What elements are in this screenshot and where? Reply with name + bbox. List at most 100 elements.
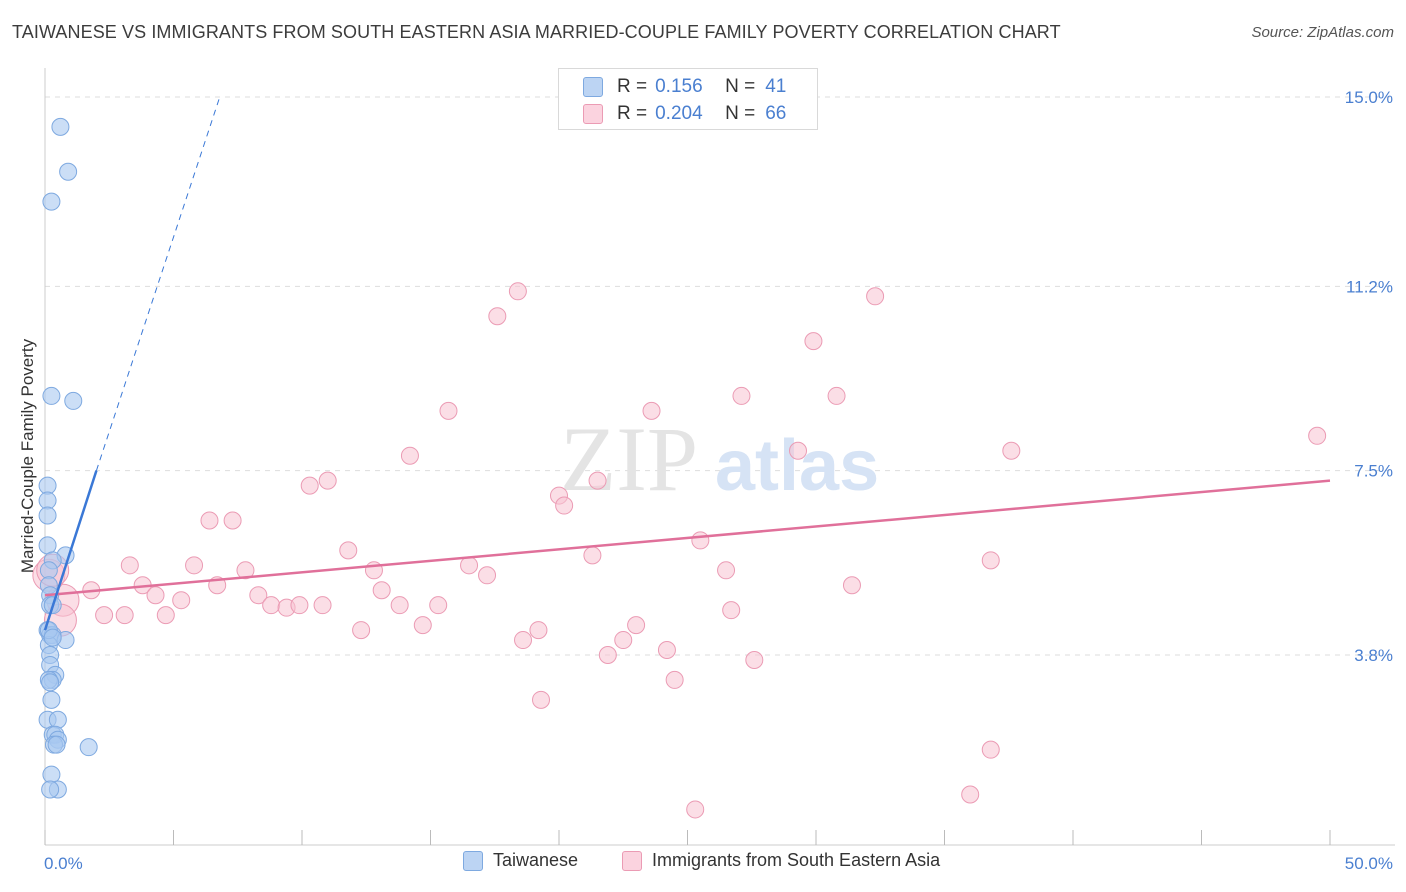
data-point-blue [48, 710, 67, 729]
data-point-pink [686, 800, 705, 819]
data-point-pink [95, 606, 114, 625]
n-value: 41 [765, 76, 787, 97]
data-point-pink [657, 641, 676, 660]
watermark-atlas: atlas [715, 426, 879, 506]
data-point-pink [115, 606, 134, 625]
data-point-pink [717, 561, 736, 580]
data-point-pink [439, 401, 458, 420]
data-point-pink [866, 287, 885, 306]
data-point-pink [146, 586, 165, 605]
data-point-pink [745, 650, 764, 669]
n-value: 66 [765, 103, 787, 124]
data-point-pink [172, 591, 191, 610]
data-point-pink [185, 556, 204, 575]
watermark: ZIP atlas [560, 408, 879, 510]
chart-title: TAIWANESE VS IMMIGRANTS FROM SOUTH EASTE… [12, 22, 1061, 42]
gridlines [45, 96, 1395, 656]
data-point-blue [41, 673, 60, 692]
data-point-pink [1308, 426, 1327, 445]
data-point-blue [43, 628, 62, 647]
data-point-pink [249, 586, 268, 605]
data-point-pink [1002, 441, 1021, 460]
data-point-blue [38, 506, 57, 525]
data-point-pink [732, 386, 751, 405]
legend-swatch-blue [463, 850, 483, 871]
y-tick-label: 15.0% [1345, 88, 1393, 107]
data-point-pink [236, 561, 255, 580]
data-point-blue [42, 690, 61, 709]
r-value: 0.204 [655, 103, 703, 124]
data-point-pink [300, 476, 319, 495]
data-point-pink [842, 576, 861, 595]
data-point-blue [51, 117, 70, 136]
data-point-pink [691, 531, 710, 550]
data-point-pink [529, 621, 548, 640]
bottom-legend: Taiwanese Immigrants from South Eastern … [0, 850, 1406, 878]
data-point-pink [789, 441, 808, 460]
stats-row-immigrants: R = 0.204 N = 66 [583, 101, 787, 127]
data-point-blue [59, 162, 78, 181]
legend-swatch-pink [583, 104, 603, 124]
data-point-pink [827, 386, 846, 405]
data-point-pink [429, 596, 448, 615]
data-point-blue [42, 192, 61, 211]
legend-item-taiwanese[interactable]: Taiwanese [463, 850, 578, 871]
data-point-pink [313, 596, 332, 615]
data-point-pink [290, 596, 309, 615]
data-point-pink [413, 616, 432, 635]
data-point-pink [583, 546, 602, 565]
data-point-pink [514, 631, 533, 650]
legend-swatch-pink [622, 850, 642, 871]
data-point-pink [981, 740, 1000, 759]
r-label: R = [617, 103, 648, 124]
trend-line-pink [44, 479, 1331, 597]
data-point-blue [47, 735, 66, 754]
data-point-pink [200, 511, 219, 530]
data-point-pink [722, 601, 741, 620]
trend-line-blue [43, 470, 98, 631]
source-label: Source: ZipAtlas.com [1251, 24, 1394, 41]
data-point-pink [339, 541, 358, 560]
data-point-pink [120, 556, 139, 575]
data-point-pink [478, 566, 497, 585]
data-point-pink [555, 496, 574, 515]
x-tick-label: 0.0% [44, 854, 83, 873]
r-label: R = [617, 76, 648, 97]
legend-label-taiwanese: Taiwanese [493, 850, 579, 870]
data-point-pink [372, 581, 391, 600]
data-point-pink [400, 446, 419, 465]
data-point-blue [42, 386, 61, 405]
data-point-pink [488, 307, 507, 326]
pink-series-points [32, 282, 1327, 819]
tick-labels: 3.8% 7.5% 11.2% 15.0% 0.0% 50.0% [44, 88, 1393, 873]
data-point-pink [961, 785, 980, 804]
data-point-pink [156, 606, 175, 625]
data-point-pink [665, 670, 684, 689]
data-point-pink [262, 596, 281, 615]
data-point-blue [38, 536, 57, 555]
stats-legend: R = 0.156 N = 41 R = 0.204 N = 66 [558, 68, 818, 130]
data-point-blue [41, 780, 60, 799]
data-point-pink [627, 616, 646, 635]
data-point-pink [981, 551, 1000, 570]
data-point-blue [79, 738, 98, 757]
data-point-pink [390, 596, 409, 615]
y-tick-label: 11.2% [1346, 277, 1393, 296]
x-tick-label: 50.0% [1345, 854, 1393, 873]
trend-lines [43, 96, 1331, 631]
blue-series-points [38, 117, 98, 799]
watermark-zip: ZIP [560, 408, 698, 510]
data-point-pink [318, 471, 337, 490]
y-axis-label: Married-Couple Family Poverty [18, 338, 37, 574]
data-point-blue [64, 391, 83, 410]
data-point-pink [460, 556, 479, 575]
legend-item-immigrants[interactable]: Immigrants from South Eastern Asia [622, 850, 940, 871]
n-label: N = [725, 76, 756, 97]
legend-swatch-blue [583, 77, 603, 97]
legend-label-immigrants: Immigrants from South Eastern Asia [652, 850, 941, 870]
data-point-pink [508, 282, 527, 301]
y-tick-label: 7.5% [1354, 462, 1393, 481]
n-label: N = [725, 103, 756, 124]
trend-line-blue-extension [95, 96, 221, 471]
